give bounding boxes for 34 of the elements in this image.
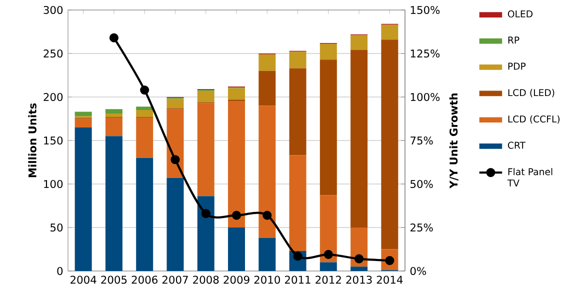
x-tick-label: 2006: [132, 276, 158, 284]
legend-label: Flat Panel TV: [507, 168, 552, 186]
y-tick-label: 0: [57, 266, 63, 276]
legend-label: RP: [508, 36, 520, 44]
y2-tick-label: 125%: [410, 49, 440, 58]
y-tick-label: 250: [44, 49, 63, 58]
legend-label: LCD (LED): [508, 88, 554, 98]
x-tick-label: 2012: [316, 276, 341, 284]
x-tick-label: 2005: [101, 276, 127, 284]
y-tick-label: 200: [44, 92, 63, 102]
y-tick-label: 50: [50, 223, 63, 232]
x-tick-label: 2008: [193, 276, 219, 284]
x-tick-label: 2010: [254, 276, 280, 284]
y-tick-label: 150: [44, 136, 63, 145]
x-tick-label: 2009: [224, 276, 250, 284]
legend-label: OLED: [508, 10, 532, 18]
x-tick-label: 2004: [70, 276, 96, 284]
y2-tick-label: 50%: [410, 180, 433, 188]
y2-tick-label: 100%: [410, 92, 440, 102]
x-tick-label: 2011: [284, 276, 310, 284]
legend-label: CRT: [508, 142, 526, 149]
y-tick-label: 300: [44, 6, 63, 14]
x-tick-label: 2013: [346, 276, 372, 284]
x-tick-label: 2007: [162, 276, 188, 284]
y2-tick-label: 75%: [410, 136, 433, 145]
y2-tick-label: 25%: [410, 223, 433, 232]
y2-tick-label: 0%: [410, 266, 426, 276]
y2-tick-label: 150%: [410, 6, 440, 14]
y2-axis-title: Y/Y Unit Growth: [449, 94, 458, 188]
y-axis-title: Million Units: [28, 103, 36, 178]
y-tick-label: 100: [44, 180, 63, 188]
legend-label: LCD (CCFL): [508, 115, 560, 124]
x-tick-label: 2014: [376, 276, 403, 284]
legend-label: PDP: [508, 62, 526, 70]
